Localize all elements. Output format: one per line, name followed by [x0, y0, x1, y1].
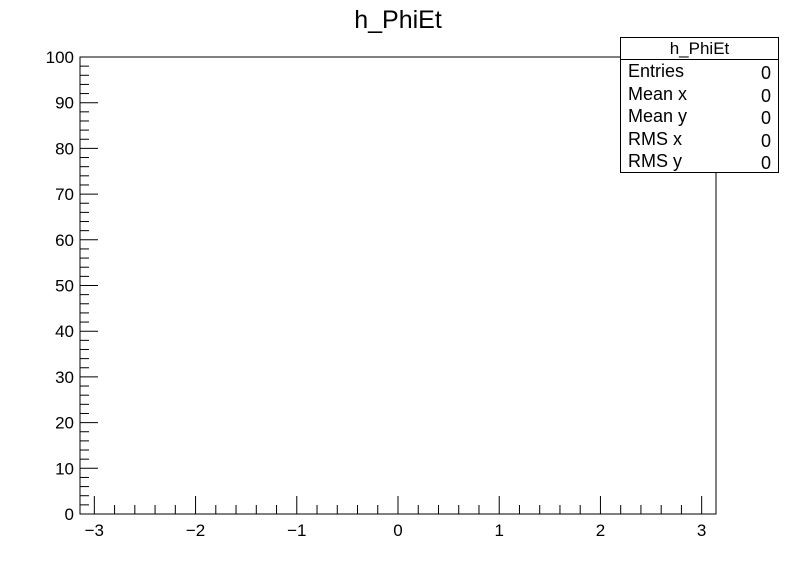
x-tick-label: −3: [85, 521, 104, 540]
stats-box-title: h_PhiEt: [621, 38, 778, 60]
y-tick-label: 60: [55, 231, 74, 250]
stats-value: 0: [760, 153, 771, 173]
y-tick-label: 80: [55, 139, 74, 158]
y-tick-label: 90: [55, 94, 74, 113]
stats-row-rms-y: RMS y 0: [621, 150, 778, 173]
x-tick-label: 1: [494, 521, 503, 540]
stats-row-entries: Entries 0: [621, 60, 778, 83]
stats-label: Mean x: [628, 83, 688, 104]
y-tick-label: 0: [65, 505, 74, 524]
stats-value: 0: [760, 85, 771, 106]
y-axis: 0 10 20 30 40 50 60 70 80 90 100: [46, 48, 98, 524]
stats-label: RMS y: [628, 151, 682, 171]
x-tick-label: −2: [186, 521, 205, 540]
x-tick-label: 2: [596, 521, 605, 540]
x-axis: −3 −2 −1 0 1 2 3: [85, 496, 706, 540]
stats-label: Entries: [628, 61, 685, 81]
y-tick-label: 100: [46, 48, 74, 67]
x-tick-label: 3: [697, 521, 706, 540]
y-tick-label: 30: [55, 368, 74, 387]
y-tick-label: 20: [55, 414, 74, 433]
y-tick-label: 40: [55, 322, 74, 341]
chart-title: h_PhiEt: [354, 6, 442, 34]
stats-row-rms-x: RMS x 0: [621, 128, 778, 151]
y-tick-label: 50: [55, 277, 74, 296]
x-tick-label: 0: [393, 521, 402, 540]
stats-label: RMS x: [628, 128, 682, 149]
stats-value: 0: [760, 130, 771, 151]
stats-box: h_PhiEt Entries 0 Mean x 0 Mean y 0 RMS …: [620, 37, 779, 173]
stats-row-mean-x: Mean x 0: [621, 83, 778, 106]
x-tick-label: −1: [287, 521, 306, 540]
y-tick-label: 70: [55, 185, 74, 204]
stats-value: 0: [760, 63, 771, 83]
stats-row-mean-y: Mean y 0: [621, 105, 778, 128]
stats-label: Mean y: [628, 106, 688, 126]
y-tick-label: 10: [55, 459, 74, 478]
stats-value: 0: [760, 108, 771, 128]
